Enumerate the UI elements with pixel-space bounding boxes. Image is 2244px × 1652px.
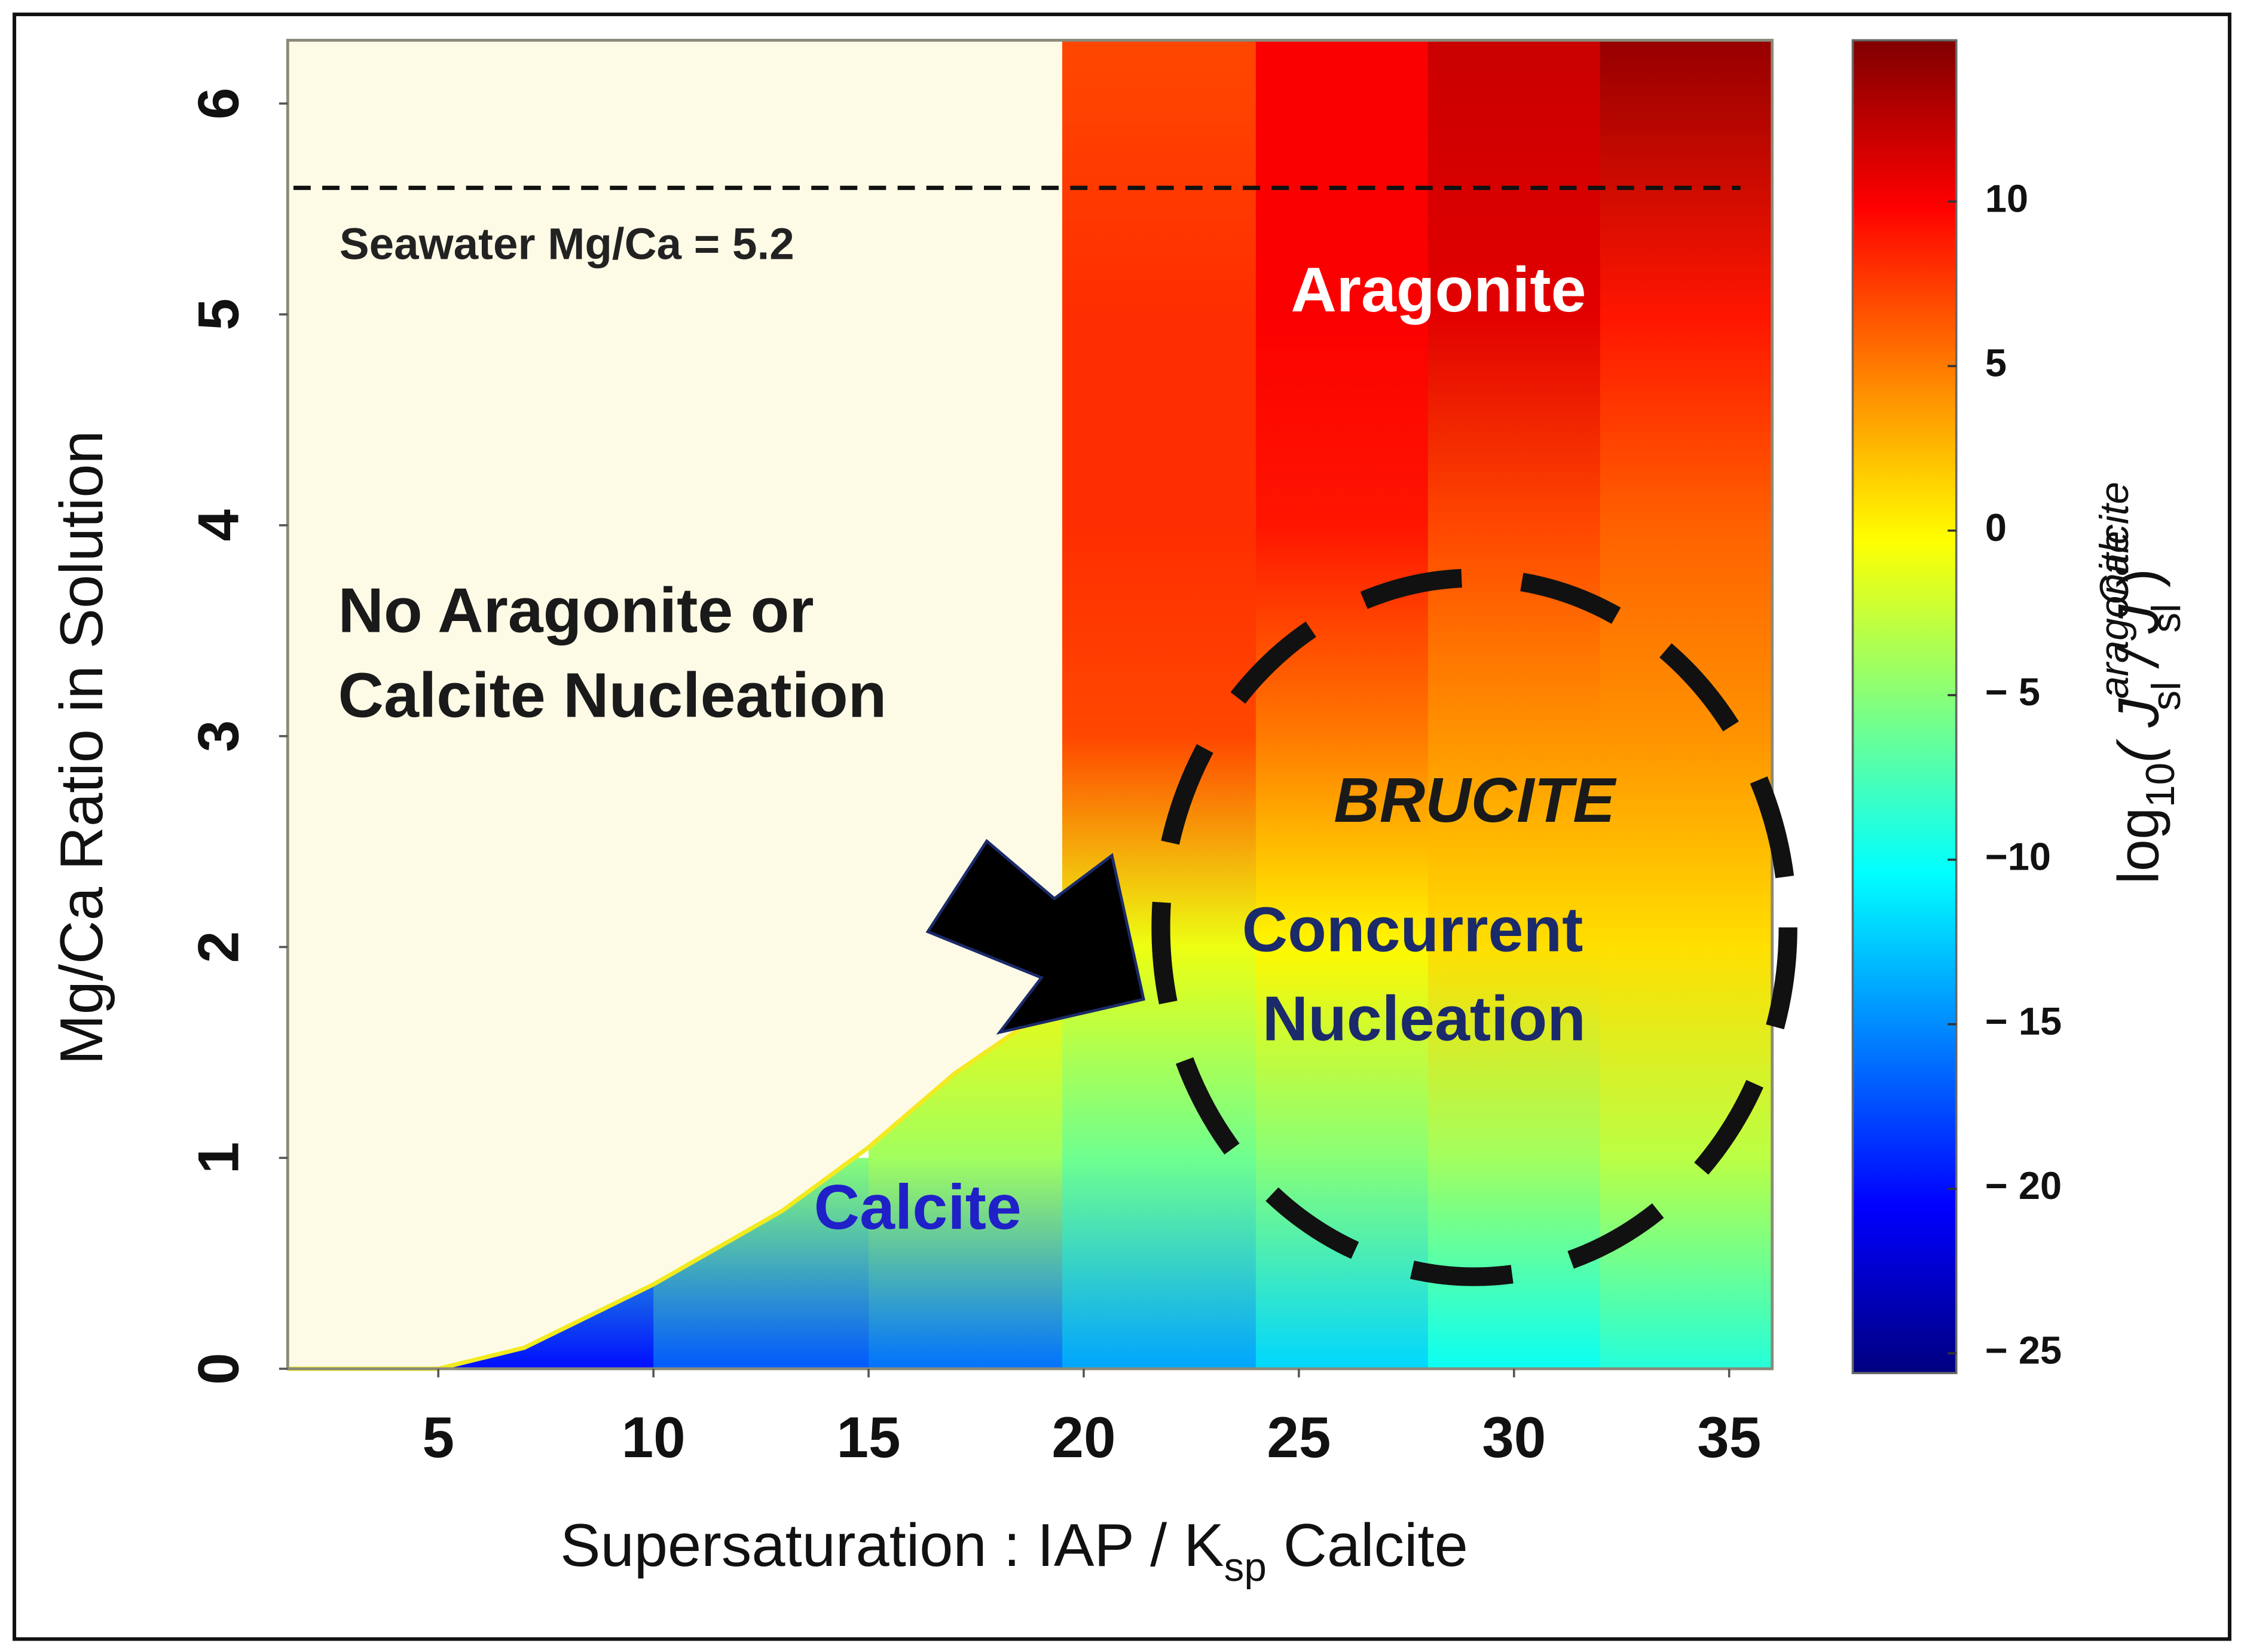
arrow [925, 839, 1145, 1035]
x-tick-label: 35 [1697, 1406, 1761, 1470]
y-axis-label: Mg/Ca Ratio in Solution [48, 430, 115, 1064]
colorbar-tick-label: − 5 [1985, 670, 2040, 714]
colorbar-tick-label: − 20 [1985, 1164, 2062, 1207]
x-tick-label: 30 [1482, 1406, 1546, 1470]
x-tick-label: 5 [422, 1406, 454, 1470]
colorbar-label-part: ) [2107, 568, 2171, 604]
heatmap-cell [1600, 40, 1774, 1369]
colorbar-tick-label: − 25 [1985, 1328, 2062, 1372]
y-tick-label: 1 [187, 1142, 250, 1174]
colorbar-tick-label: −10 [1985, 835, 2051, 879]
heatmap-cell [1427, 40, 1601, 1369]
x-axis-label: Supersaturation : IAP / Ksp Calcite [560, 1512, 1468, 1590]
nucleation-boundary [288, 998, 1064, 1371]
x-axis-label-part: sp [1224, 1545, 1267, 1590]
annotation: Concurrent [1242, 895, 1583, 965]
colorbar-tick-label: − 15 [1985, 999, 2062, 1043]
colorbar-label-part: sl [2144, 681, 2189, 711]
x-axis-label-part: Supersaturation : IAP / K [560, 1512, 1224, 1579]
x-tick-label: 15 [837, 1406, 901, 1470]
colorbar-label-part: Calcite [2092, 482, 2137, 605]
y-tick-label: 0 [187, 1353, 250, 1385]
colorbar-label-part: 10 [2138, 763, 2183, 807]
y-tick-label: 4 [187, 509, 250, 542]
annotation: Calcite [814, 1172, 1022, 1243]
colorbar-label: log10( Jaragonite sl / JCalcitesl ) [2092, 482, 2189, 884]
colorbar-tick-label: 10 [1985, 176, 2028, 220]
annotation: Calcite Nucleation [338, 660, 887, 730]
heatmap-cell [1255, 40, 1429, 1369]
colorbar-label-part: ( J [2107, 698, 2171, 763]
frame [13, 13, 2231, 1641]
colorbar-tick-label: 5 [1985, 341, 2007, 385]
colorbar-tick-label: 0 [1985, 506, 2007, 549]
annotation: No Aragonite or [338, 576, 814, 646]
colorbar [1851, 39, 1958, 1375]
y-tick-label: 6 [187, 87, 250, 120]
annotation: Aragonite [1291, 255, 1586, 325]
y-tick-label: 2 [187, 931, 250, 963]
brucite-outline [1151, 568, 1797, 1286]
y-tick-label: 5 [187, 298, 250, 331]
colorbar-label-part: / J [2107, 604, 2171, 681]
x-axis-label-part: Calcite [1267, 1512, 1468, 1579]
annotation: Nucleation [1262, 984, 1586, 1054]
annotation: BRUCITE [1334, 765, 1617, 836]
y-tick-label: 3 [187, 720, 250, 752]
x-tick-label: 25 [1267, 1406, 1331, 1470]
no-nucleation-region [288, 40, 1062, 1369]
colorbar-label-part: aragonite [2092, 531, 2137, 699]
x-tick-label: 20 [1051, 1406, 1115, 1470]
x-tick-label: 10 [622, 1406, 686, 1470]
heatmap-cell [1062, 40, 1257, 1369]
seawater-label: Seawater Mg/Ca = 5.2 [340, 218, 794, 268]
colorbar-label-part: sl [2144, 604, 2189, 633]
plot-frame [286, 38, 1774, 1370]
colorbar-label-part: log [2107, 807, 2171, 884]
